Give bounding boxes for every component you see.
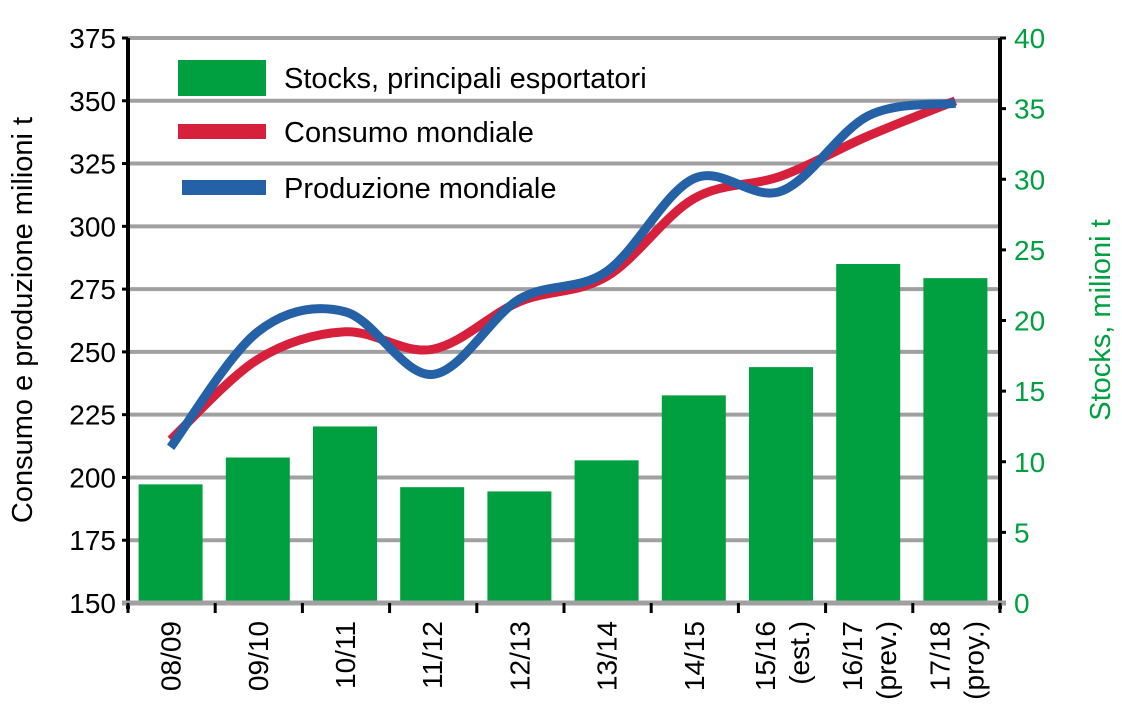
axes bbox=[122, 36, 1006, 613]
left-tick-label: 375 bbox=[69, 23, 116, 54]
right-tick-label: 0 bbox=[1014, 588, 1030, 619]
y-axis-right-label: Stocks, milioni t bbox=[1085, 219, 1117, 420]
right-tick-label: 35 bbox=[1014, 94, 1045, 125]
x-tick-label: 09/10 bbox=[243, 621, 274, 691]
left-tick-label: 175 bbox=[69, 525, 116, 556]
legend-label-produzione: Produzione mondiale bbox=[284, 173, 556, 205]
left-tick-label: 150 bbox=[69, 588, 116, 619]
bar-09-10 bbox=[225, 457, 290, 603]
y-axis-left-label: Consumo e produzione milioni t bbox=[7, 117, 39, 523]
x-tick-label: 08/09 bbox=[156, 621, 187, 691]
left-tick-label: 225 bbox=[69, 400, 116, 431]
x-tick-label: (est.) bbox=[784, 621, 815, 685]
legend-swatch-stocks bbox=[178, 60, 266, 96]
x-tick-label: 11/12 bbox=[417, 621, 448, 689]
tick-labels: 150 175 200 225 250 275 300 325 350 375 0 5 10 15 20 25… bbox=[69, 23, 1045, 700]
x-tick-label: 12/13 bbox=[504, 621, 535, 691]
left-tick-label: 325 bbox=[69, 149, 116, 180]
legend: Stocks, principali esportatori Consumo m… bbox=[178, 60, 647, 205]
legend-label-consumo: Consumo mondiale bbox=[284, 117, 534, 149]
x-tick-label: (prev.) bbox=[871, 621, 902, 700]
bar-12-13 bbox=[487, 491, 552, 603]
bar-11-12 bbox=[400, 487, 465, 603]
right-tick-label: 40 bbox=[1014, 23, 1045, 54]
bar-14-15 bbox=[661, 395, 726, 603]
bar-17-18 bbox=[923, 278, 988, 603]
bar-16-17 bbox=[836, 264, 901, 603]
bar-08-09 bbox=[138, 484, 203, 603]
left-tick-label: 350 bbox=[69, 86, 116, 117]
x-tick-label: 16/17 bbox=[837, 621, 868, 691]
bar-13-14 bbox=[574, 460, 639, 603]
line-produzione bbox=[166, 98, 957, 451]
right-tick-label: 25 bbox=[1014, 235, 1045, 266]
legend-swatch-produzione bbox=[182, 180, 266, 195]
left-tick-label: 300 bbox=[69, 211, 116, 242]
bar-10-11 bbox=[313, 426, 377, 603]
x-tick-label: 17/18 bbox=[924, 621, 955, 691]
right-tick-label: 15 bbox=[1014, 376, 1045, 407]
x-tick-label: 13/14 bbox=[592, 621, 623, 691]
bar-15-16 bbox=[749, 367, 813, 603]
left-tick-label: 250 bbox=[69, 337, 116, 368]
legend-swatch-consumo bbox=[178, 124, 266, 139]
x-tick-label: 14/15 bbox=[679, 621, 710, 691]
x-tick-label: 15/16 bbox=[750, 621, 781, 691]
bars bbox=[138, 264, 988, 603]
legend-label-stocks: Stocks, principali esportatori bbox=[284, 63, 647, 95]
lines bbox=[166, 96, 958, 451]
right-tick-label: 30 bbox=[1014, 164, 1045, 195]
x-tick-label: (proy.) bbox=[958, 621, 989, 700]
right-tick-label: 20 bbox=[1014, 306, 1045, 337]
right-tick-label: 5 bbox=[1014, 517, 1030, 548]
right-tick-label: 10 bbox=[1014, 447, 1045, 478]
left-tick-label: 275 bbox=[69, 274, 116, 305]
left-tick-label: 200 bbox=[69, 462, 116, 493]
x-tick-label: 10/11 bbox=[330, 621, 361, 689]
